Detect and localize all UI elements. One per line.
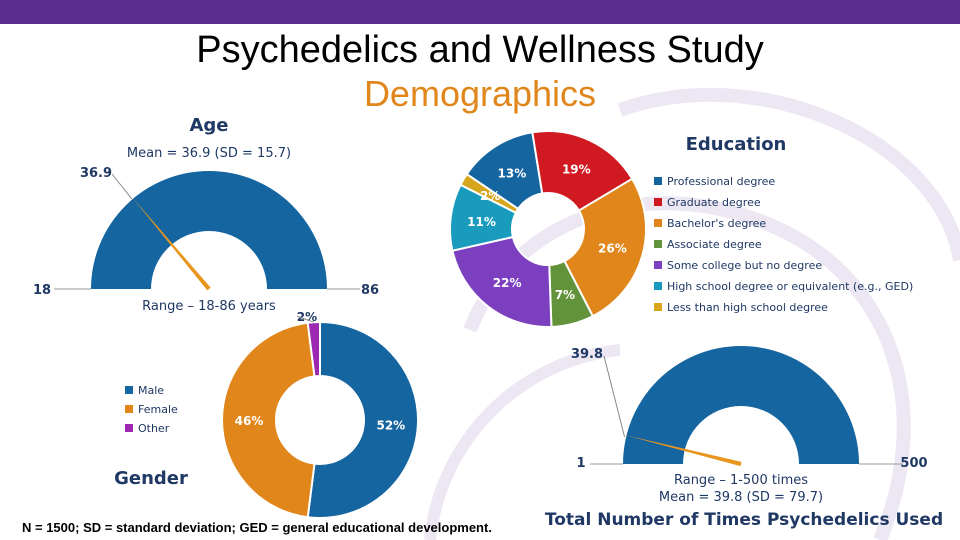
gender-donut-group: 52% 46% 2% [221, 310, 419, 519]
legend-entry: Professional degree [667, 175, 775, 188]
slice-other [306, 320, 321, 378]
gauge-arc [91, 171, 327, 289]
age-mean-label: Mean = 36.9 (SD = 15.7) [127, 146, 291, 161]
legend-entry: Some college but no degree [667, 259, 822, 272]
gauge-arc [623, 346, 859, 464]
age-range-label: Range – 18-86 years [142, 299, 276, 314]
gauge-needle [131, 197, 211, 291]
slice-label: 22% [493, 276, 522, 290]
usage-min-label: 1 [576, 456, 585, 471]
slice-graduate-degree [531, 130, 634, 212]
usage-range-label: Range – 1-500 times [674, 473, 808, 488]
legend-swatch [654, 198, 662, 206]
legend-swatch [654, 177, 662, 185]
gauge-value-leader [111, 173, 133, 200]
legend-entry: Graduate degree [667, 196, 761, 209]
slice-label: 26% [598, 241, 627, 255]
legend-entry: Bachelor's degree [667, 217, 766, 230]
legend-entry: Female [138, 403, 178, 416]
slice-label: 13% [498, 167, 527, 181]
slice-male [306, 320, 419, 519]
gender-legend: Male Female Other [125, 384, 178, 435]
legend-entry: Male [138, 384, 164, 397]
usage-mean-label: Mean = 39.8 (SD = 79.7) [659, 490, 823, 505]
gender-chart-title: Gender [114, 468, 188, 489]
top-accent-bar [0, 0, 960, 24]
slice-bachelor-s-degree [563, 177, 647, 318]
education-legend: Professional degree Graduate degree Bachel… [654, 175, 913, 314]
legend-swatch [654, 282, 662, 290]
legend-swatch [654, 219, 662, 227]
age-chart-title: Age [189, 115, 228, 136]
legend-entry: Associate degree [667, 238, 762, 251]
legend-swatch [654, 240, 662, 248]
education-chart-title: Education [686, 134, 787, 155]
legend-entry: Less than high school degree [667, 301, 828, 314]
age-max-label: 86 [361, 283, 379, 298]
age-min-label: 18 [33, 283, 51, 298]
legend-swatch [125, 424, 133, 432]
education-donut-group: 13% 19% 26% 7% 22% 11% 2% [449, 130, 647, 328]
slice-label: 46% [235, 414, 264, 428]
usage-gauge-arc-group [590, 346, 903, 467]
age-value-label: 36.9 [80, 166, 112, 181]
usage-chart-title: Total Number of Times Psychedelics Used [545, 510, 943, 530]
slice-label: 11% [467, 215, 496, 229]
slice-female [221, 321, 316, 519]
gauge-value-leader [603, 355, 626, 438]
legend-swatch [125, 405, 133, 413]
slice-label: 2% [480, 189, 500, 203]
usage-value-label: 39.8 [571, 347, 603, 362]
legend-swatch [654, 261, 662, 269]
gender-donut-chart: 52% 46% 2% Male Female Other Gender [114, 310, 419, 519]
slice-label: 7% [555, 288, 575, 302]
legend-entry: High school degree or equivalent (e.g., … [667, 280, 913, 293]
footnote: N = 1500; SD = standard deviation; GED =… [22, 520, 492, 535]
page-title: Psychedelics and Wellness Study [196, 29, 764, 71]
age-gauge-arc-group [54, 171, 360, 291]
legend-swatch [125, 386, 133, 394]
slice-label: 2% [297, 310, 317, 324]
page-subtitle: Demographics [363, 73, 597, 114]
legend-swatch [654, 303, 662, 311]
leader-line [296, 315, 315, 323]
usage-gauge-chart: 1 500 39.8 Range – 1-500 times Mean = 39… [545, 346, 943, 530]
slice-label: 19% [562, 162, 591, 176]
education-donut-chart: Education 13% 19% 26% 7% 22% 11% 2% Profession… [449, 130, 913, 328]
gauge-needle [624, 434, 742, 467]
slice-some-college-but-no-degree [451, 235, 553, 328]
age-gauge-chart: Age Mean = 36.9 (SD = 15.7) 18 86 36.9 R… [33, 115, 379, 314]
legend-entry: Other [138, 422, 170, 435]
slice-less-than-high-school-degree [459, 172, 520, 215]
usage-max-label: 500 [900, 456, 927, 471]
slice-label: 52% [376, 418, 405, 432]
